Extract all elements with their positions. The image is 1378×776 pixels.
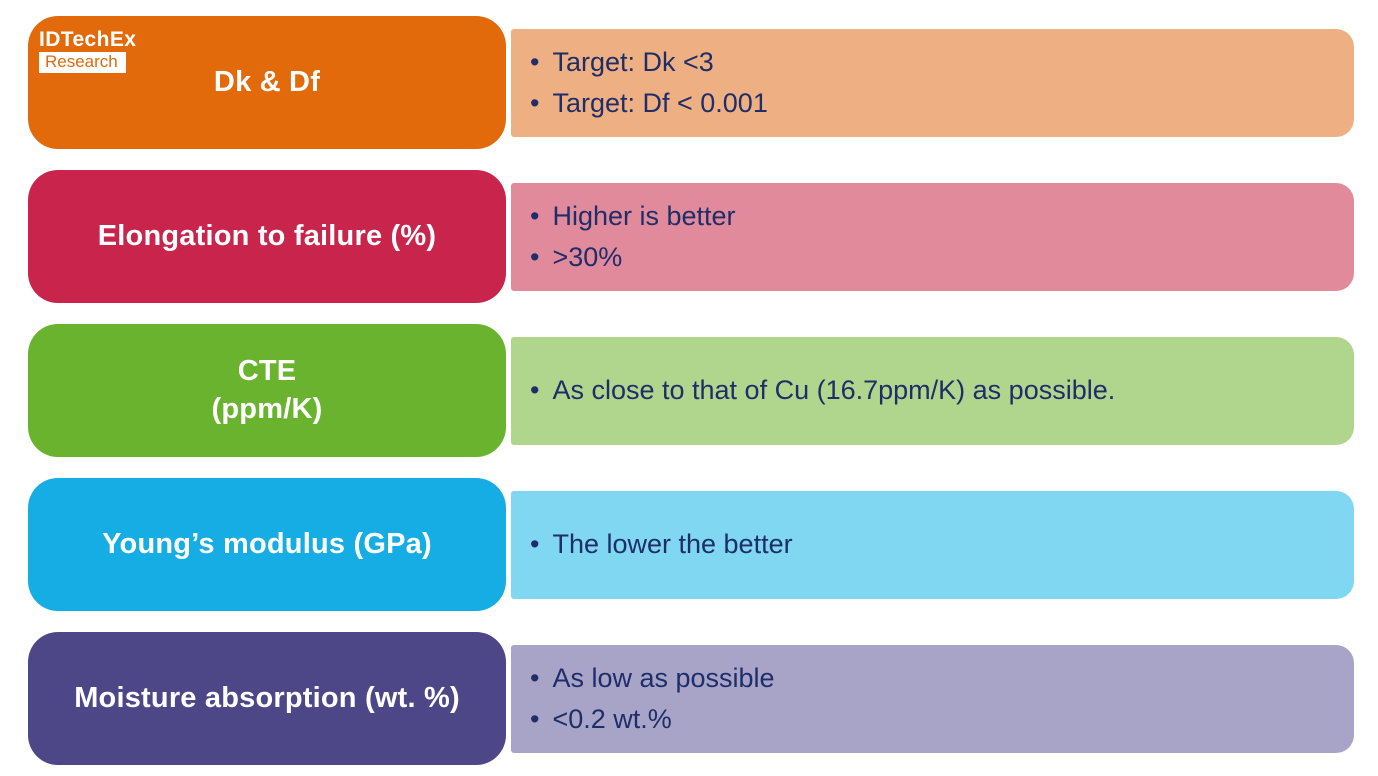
bullet-list: As low as possible <0.2 wt.% <box>511 658 791 740</box>
idtechex-logo-brand: IDTechEx <box>39 28 137 51</box>
description-panel-youngs-modulus: The lower the better <box>511 490 1354 599</box>
row-youngs-modulus: Young’s modulus (GPa) The lower the bett… <box>28 478 1354 611</box>
category-label-dk-df: Dk & Df <box>213 65 321 98</box>
bullet-list: Target: Dk <3 Target: Df < 0.001 <box>511 42 784 124</box>
bullet-item: <0.2 wt.% <box>530 699 775 740</box>
row-elongation: Elongation to failure (%) Higher is bett… <box>28 170 1354 303</box>
category-label-moisture-absorption: Moisture absorption (wt. %) <box>74 681 460 714</box>
description-panel-cte: As close to that of Cu (16.7ppm/K) as po… <box>511 336 1354 445</box>
row-moisture-absorption: Moisture absorption (wt. %) As low as po… <box>28 632 1354 765</box>
bullet-item: Higher is better <box>530 196 735 237</box>
bullet-item: Target: Df < 0.001 <box>530 83 767 124</box>
bullet-list: Higher is better >30% <box>511 196 752 278</box>
category-panel-dk-df: IDTechEx Research Dk & Df <box>28 16 506 149</box>
bullet-item: The lower the better <box>530 524 792 565</box>
category-panel-youngs-modulus: Young’s modulus (GPa) <box>28 478 506 611</box>
row-dk-df: IDTechEx Research Dk & Df Target: Dk <3 … <box>28 16 1354 149</box>
bullet-item: As low as possible <box>530 658 774 699</box>
description-panel-dk-df: Target: Dk <3 Target: Df < 0.001 <box>511 28 1354 137</box>
category-label-elongation: Elongation to failure (%) <box>97 219 437 252</box>
category-panel-elongation: Elongation to failure (%) <box>28 170 506 303</box>
category-label-cte: CTE (ppm/K) <box>211 354 323 425</box>
category-panel-cte: CTE (ppm/K) <box>28 324 506 457</box>
idtechex-logo: IDTechEx Research <box>39 29 136 73</box>
row-cte: CTE (ppm/K) As close to that of Cu (16.7… <box>28 324 1354 457</box>
bullet-list: The lower the better <box>511 524 809 565</box>
category-label-youngs-modulus: Young’s modulus (GPa) <box>102 527 432 560</box>
description-panel-moisture-absorption: As low as possible <0.2 wt.% <box>511 644 1354 753</box>
bullet-item: Target: Dk <3 <box>530 42 768 83</box>
description-panel-elongation: Higher is better >30% <box>511 182 1354 291</box>
bullet-list: As close to that of Cu (16.7ppm/K) as po… <box>511 370 1131 411</box>
bullet-item: >30% <box>530 237 736 278</box>
bullet-item: As close to that of Cu (16.7ppm/K) as po… <box>530 370 1115 411</box>
category-panel-moisture-absorption: Moisture absorption (wt. %) <box>28 632 506 765</box>
idtechex-logo-research: Research <box>39 52 126 73</box>
